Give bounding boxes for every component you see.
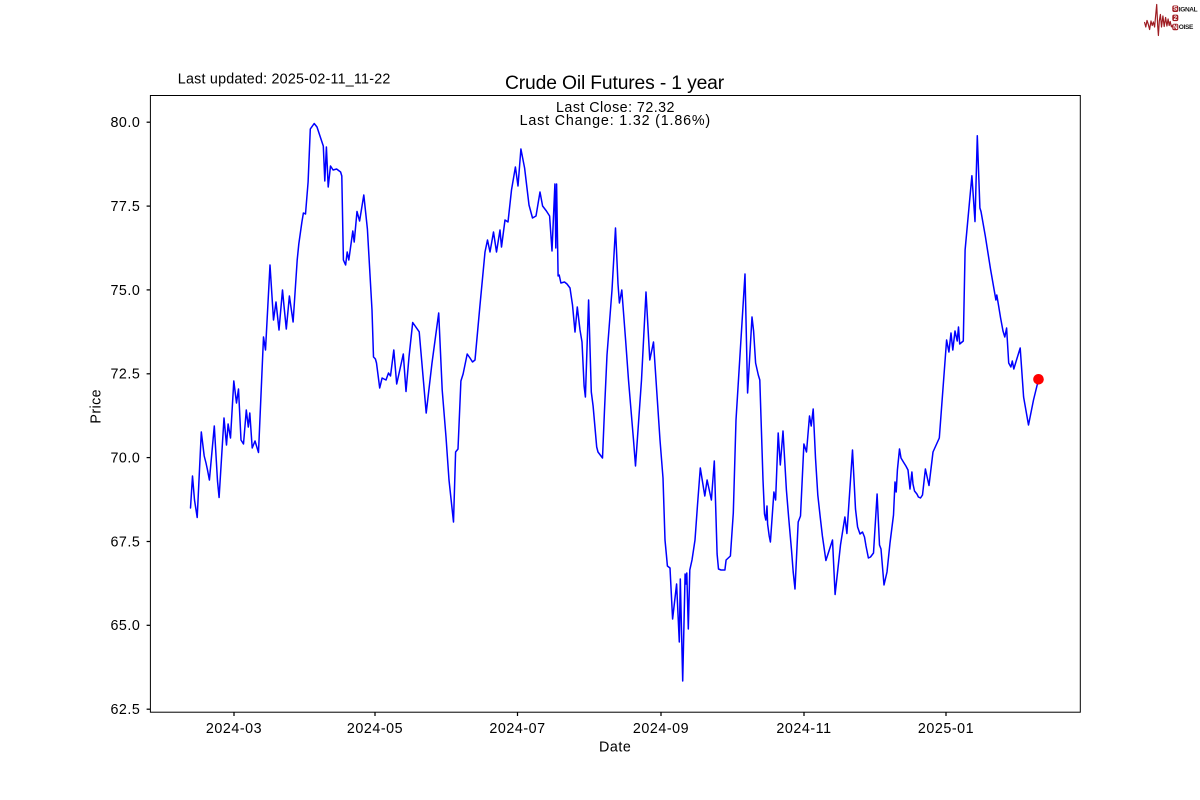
svg-text:2024-05: 2024-05 [347,721,403,737]
svg-text:70.0: 70.0 [110,451,140,467]
svg-text:75.0: 75.0 [110,283,140,299]
svg-text:Last Close: 72.32: Last Close: 72.32 [556,100,675,116]
svg-text:Date: Date [599,740,631,756]
svg-text:IGNAL: IGNAL [1179,6,1198,13]
svg-text:Crude Oil Futures - 1 year: Crude Oil Futures - 1 year [505,73,725,94]
svg-text:2024-09: 2024-09 [633,721,689,737]
svg-text:OISE: OISE [1179,24,1194,31]
svg-text:77.5: 77.5 [110,199,140,215]
svg-text:2024-11: 2024-11 [776,721,831,737]
svg-text:80.0: 80.0 [110,115,140,131]
svg-text:Last updated: 2025-02-11_11-22: Last updated: 2025-02-11_11-22 [178,72,391,88]
svg-text:67.5: 67.5 [110,534,140,550]
svg-text:N: N [1173,24,1178,31]
svg-text:2024-07: 2024-07 [489,721,545,737]
svg-text:Price: Price [89,389,105,424]
svg-text:62.5: 62.5 [110,702,140,718]
svg-text:65.0: 65.0 [110,618,140,634]
svg-text:S: S [1173,6,1177,13]
svg-text:2025-01: 2025-01 [918,721,974,737]
svg-text:Last Change: 1.32 (1.86%): Last Change: 1.32 (1.86%) [520,113,711,129]
svg-text:72.5: 72.5 [110,367,140,383]
svg-text:2024-03: 2024-03 [206,721,262,737]
svg-text:2: 2 [1174,15,1178,22]
